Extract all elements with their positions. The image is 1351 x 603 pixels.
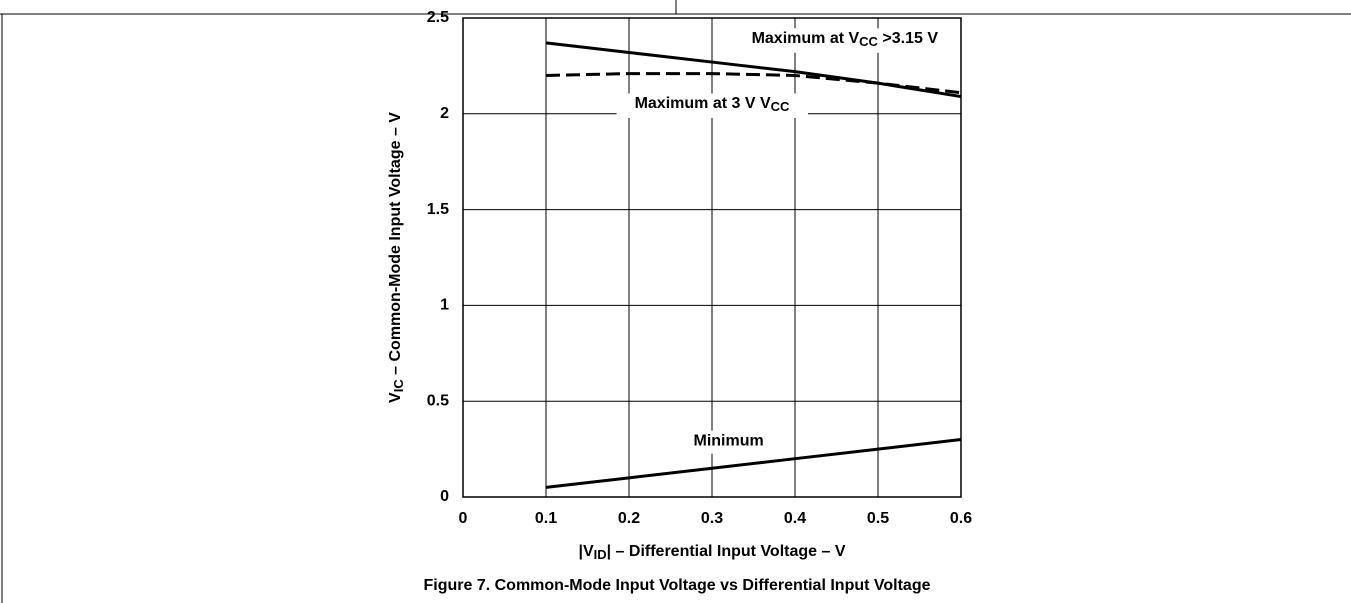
series-line: [545, 438, 962, 489]
subscript: CC: [859, 34, 878, 49]
text-part: Maximum at 3 V V: [635, 95, 771, 112]
text-part: |V: [578, 543, 593, 560]
y-tick-label: 1.5: [427, 201, 449, 218]
annotation: Maximum at VCC >3.15 V: [752, 30, 939, 48]
y-tick-label: 2: [440, 105, 449, 122]
annotation: Minimum: [693, 433, 763, 450]
text-part: V: [387, 392, 404, 403]
subscript: CC: [771, 99, 790, 114]
y-tick-label: 2.5: [427, 9, 449, 26]
text-part: >3.15 V: [878, 30, 938, 47]
text-part: – Common-Mode Input Voltage – V: [387, 112, 404, 380]
lines: [545, 41, 962, 489]
x-tick-label: 0.3: [701, 510, 723, 527]
caption: Figure 7. Common-Mode Input Voltage vs D…: [424, 577, 931, 594]
annotation-background: [733, 28, 957, 53]
y-tick-label: 1: [440, 297, 449, 314]
x-tick-label: 0.4: [784, 510, 806, 527]
x-tick-label: 0.6: [950, 510, 972, 527]
subscript: IC: [391, 379, 406, 393]
x-tick-label: 0: [459, 510, 468, 527]
x-axis-label: |VID| – Differential Input Voltage – V: [578, 543, 845, 561]
y-axis-label: VIC – Common-Mode Input Voltage – V: [387, 112, 405, 403]
labels: 0 0.1 0.2 0.3 0.4 0.5 0.6 0 0.5 1 1.5 2 2.5 Maximum a…: [427, 9, 972, 527]
annotation: Maximum at 3 V VCC: [635, 95, 790, 113]
text-part: | – Differential Input Voltage – V: [607, 543, 846, 560]
annotation-background: [675, 430, 782, 454]
text-part: Minimum: [693, 433, 763, 450]
y-tick-label: 0.5: [427, 392, 449, 409]
grid: [462, 17, 962, 498]
subscript: ID: [594, 547, 607, 562]
text-part: Maximum at V: [752, 30, 860, 47]
y-tick-label: 0: [440, 488, 449, 505]
x-tick-label: 0.1: [535, 510, 557, 527]
x-tick-label: 0.5: [867, 510, 889, 527]
annotation-background: [616, 93, 809, 118]
series-line: [545, 72, 962, 95]
x-tick-label: 0.2: [618, 510, 640, 527]
